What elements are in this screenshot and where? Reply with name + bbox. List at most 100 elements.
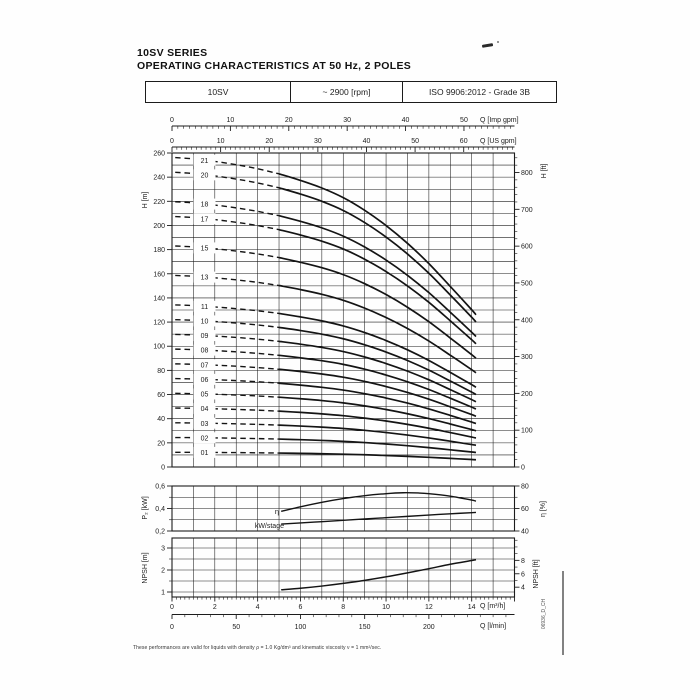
npsh-curve: [281, 558, 477, 591]
curve-stage-label: 02: [201, 435, 209, 442]
curve-solid-02: [279, 438, 477, 454]
tick-label-h-m: 260: [153, 151, 165, 158]
header-table: 10SV ~ 2900 [rpm] ISO 9906:2012 - Grade …: [145, 81, 557, 103]
curve-dashed-09: [175, 333, 280, 343]
tick-label-m3h: 8: [341, 604, 345, 611]
tick-label-m3h: 6: [298, 604, 302, 611]
y-axis-label-npsh-m: NPSH [m]: [142, 552, 149, 583]
tick-label-h-m: 180: [153, 247, 165, 254]
curve-solid-03: [278, 424, 477, 447]
curve-stage-21: 21: [175, 154, 477, 316]
curve-stage-10: 10: [175, 315, 477, 396]
scan-dot-mark: [497, 41, 499, 43]
curve-stage-label: 09: [201, 333, 209, 340]
curve-stage-13: 13: [175, 271, 477, 374]
stage-curves: 01 02 03 04 05 06 07 08 09 10 11 13 15 17 18 20 21: [175, 154, 477, 461]
y-axis-label-p2: P₂ [kW]: [142, 496, 149, 519]
curve-stage-label: 07: [201, 362, 209, 369]
curve-dashed-04: [175, 407, 280, 412]
tick-label-h-m: 20: [157, 440, 165, 447]
tick-label-lmin: 50: [232, 624, 240, 631]
tick-label-us_gpm: 20: [265, 138, 273, 145]
curve-stage-07: 07: [175, 359, 477, 418]
curve-stage-label: 11: [201, 304, 208, 311]
curve-stage-label: 04: [201, 406, 209, 413]
curve-dashed-02: [175, 436, 280, 440]
eta-curve: [281, 492, 477, 512]
tick-label-lmin: 150: [359, 624, 371, 631]
tick-label-npsh-m: 3: [161, 546, 165, 553]
tick-label-m3h: 2: [213, 604, 217, 611]
curve-dashed-18: [175, 201, 280, 217]
y-axis-label-h-ft: H [ft]: [541, 164, 548, 179]
tick-label-h-m: 140: [153, 295, 165, 302]
tick-label-h-m: 160: [153, 271, 165, 278]
tick-label-npsh-ft: 6: [521, 571, 525, 578]
curve-label-bg: [193, 154, 216, 166]
curve-stage-04: 04: [175, 403, 477, 439]
curve-stage-17: 17: [175, 213, 477, 345]
tick-label-imp_gpm: 40: [402, 117, 410, 124]
curve-label-bg: [193, 242, 216, 254]
tick-label-h-ft: 400: [521, 317, 533, 324]
tick-label-lmin: 200: [423, 624, 435, 631]
tick-label-lmin: 100: [295, 624, 307, 631]
tick-label-imp_gpm: 10: [226, 117, 234, 124]
tick-label-us_gpm: 0: [170, 138, 174, 145]
tick-label-h-ft: 800: [521, 170, 533, 177]
tick-label-h-m: 80: [157, 368, 165, 375]
tick-label-us_gpm: 60: [460, 138, 468, 145]
bottom-flow-axes: 0 2 4 6 8 10 12 14 Q [m³/h] 0 50 100 150 200 Q [l/min]: [170, 597, 515, 631]
tick-label-us_gpm: 50: [411, 138, 419, 145]
tick-label-p2: 0,6: [155, 484, 165, 491]
grid-lines: [172, 153, 515, 597]
curve-dashed-03: [175, 422, 280, 426]
axis-unit-us_gpm: Q [US gpm]: [480, 138, 517, 145]
tick-label-npsh-ft: 8: [521, 558, 525, 565]
curve-stage-label: 10: [201, 319, 209, 326]
curve-stage-03: 03: [175, 417, 477, 447]
curve-solid-09: [278, 340, 477, 403]
curve-stage-09: 09: [175, 330, 477, 403]
curve-dashed-05: [175, 392, 280, 398]
tick-label-h-m: 60: [157, 392, 165, 399]
curve-label-bg: [193, 432, 216, 444]
axis-unit-m3h: Q [m³/h]: [480, 603, 505, 610]
npsh-chart: 1 2 3 NPSH [m] 4 6 8 NPSH [ft]: [142, 537, 540, 598]
tick-label-h-ft: 100: [521, 428, 533, 435]
tick-label-us_gpm: 40: [363, 138, 371, 145]
curve-dashed-08: [175, 348, 280, 357]
curve-solid-17: [278, 228, 477, 345]
curve-dashed-17: [175, 215, 280, 231]
curve-dashed-11: [175, 304, 280, 315]
curve-solid-01: [279, 452, 477, 461]
curve-label-bg: [193, 300, 216, 312]
curve-stage-label: 05: [201, 392, 209, 399]
tick-label-m3h: 10: [382, 604, 390, 611]
curve-solid-08: [278, 354, 477, 410]
top-flow-axes: 0 10 20 30 40 50 Q [Imp gpm] 0 10 20 30 40 50 60 Q [US…: [170, 117, 519, 152]
axis-unit-lmin: Q [l/min]: [480, 623, 506, 630]
kw-stage-curve-label: kW/stage: [255, 523, 284, 530]
tick-label-h-m: 200: [153, 223, 165, 230]
tick-label-h-m: 120: [153, 320, 165, 327]
tick-label-h-ft: 500: [521, 280, 533, 287]
curve-dashed-01: [175, 451, 280, 454]
tick-label-h-m: 220: [153, 199, 165, 206]
curve-label-bg: [193, 403, 216, 415]
page-subtitle: OPERATING CHARACTERISTICS AT 50 Hz, 2 PO…: [137, 60, 412, 72]
tick-label-h-ft: 0: [521, 465, 525, 472]
curve-stage-label: 18: [201, 202, 209, 209]
tick-label-lmin: 0: [170, 624, 174, 631]
tick-label-m3h: 14: [468, 604, 476, 611]
curve-stage-06: 06: [175, 373, 477, 425]
tick-label-eta: 80: [521, 484, 529, 491]
curve-label-bg: [193, 330, 216, 342]
curve-label-bg: [193, 388, 216, 400]
curve-stage-label: 21: [201, 158, 209, 165]
doc-code: 06936_D_CH: [541, 598, 547, 629]
axis-unit-imp_gpm: Q [Imp gpm]: [480, 117, 519, 124]
curve-stage-08: 08: [175, 344, 477, 410]
curve-label-bg: [193, 169, 216, 181]
